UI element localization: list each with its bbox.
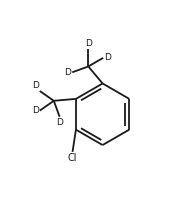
Text: D: D	[32, 81, 39, 90]
Text: Cl: Cl	[68, 153, 77, 163]
Text: D: D	[32, 106, 39, 115]
Text: D: D	[85, 40, 92, 48]
Text: D: D	[104, 53, 111, 62]
Text: D: D	[64, 68, 71, 77]
Text: D: D	[56, 118, 63, 127]
